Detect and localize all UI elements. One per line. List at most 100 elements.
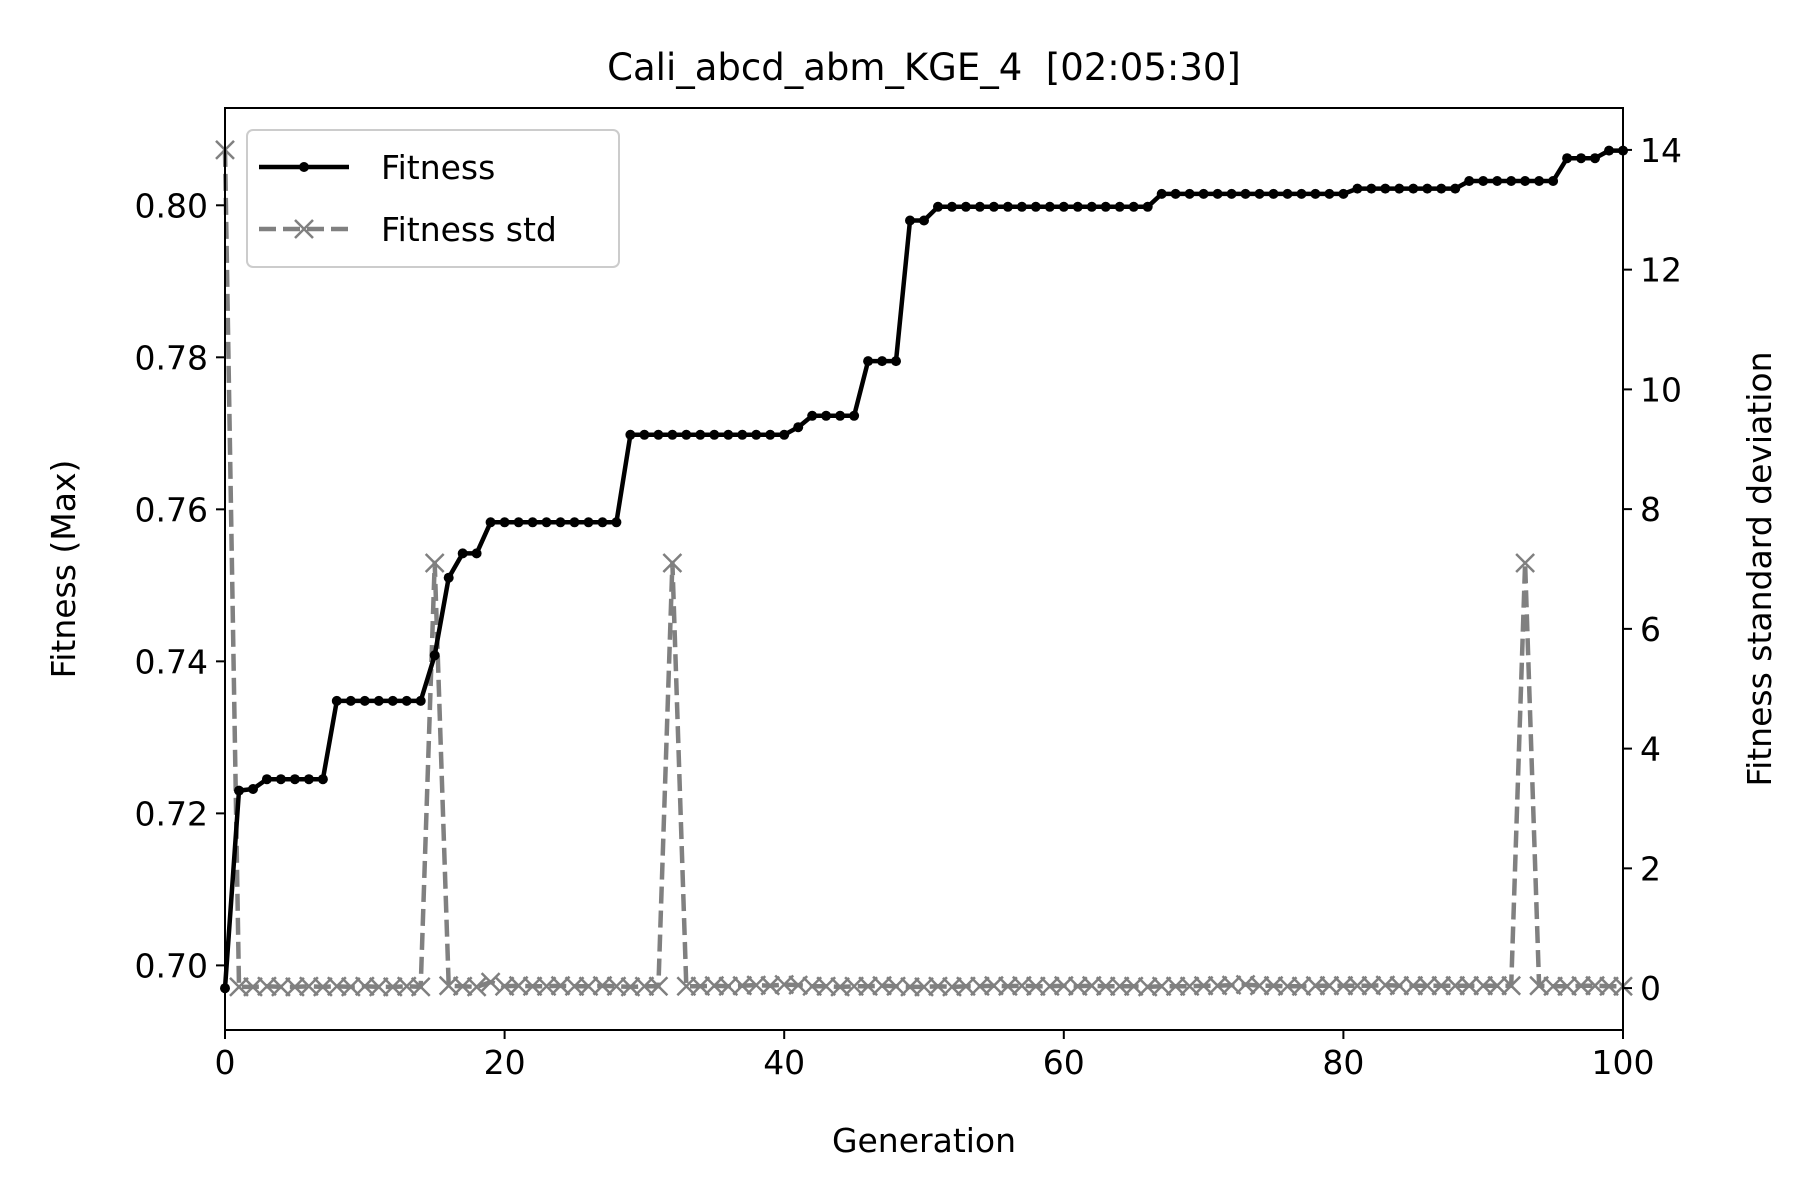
- fitness-std-point: [662, 553, 683, 573]
- fitness-point: [443, 572, 454, 583]
- x-tick-label: 80: [1322, 1043, 1364, 1082]
- fitness-point: [387, 695, 398, 706]
- fitness-std-point: [1389, 975, 1410, 996]
- fitness-point: [1450, 183, 1461, 194]
- y-tick-label: 0.78: [135, 338, 208, 377]
- fitness-point: [1548, 176, 1559, 186]
- fitness-point: [751, 429, 762, 440]
- fitness-std-point: [522, 976, 543, 997]
- fitness-std-point: [1459, 975, 1480, 996]
- fitness-std-point: [1431, 975, 1452, 996]
- fitness-std-point: [1193, 975, 1214, 996]
- fitness-point: [1100, 201, 1111, 212]
- fitness-point: [401, 695, 412, 706]
- fitness-point: [1604, 145, 1614, 156]
- fitness-std-point: [634, 976, 655, 997]
- x-tick-label: 40: [763, 1043, 805, 1082]
- fitness-point: [1226, 188, 1237, 199]
- fitness-point: [261, 774, 272, 785]
- fitness-std-point: [229, 977, 249, 997]
- fitness-point: [974, 201, 985, 212]
- fitness-point: [611, 517, 622, 528]
- fitness-std-point: [1543, 976, 1563, 997]
- fitness-point: [765, 429, 776, 440]
- fitness-std-point: [1095, 976, 1116, 997]
- y2-tick-label: 0: [1640, 969, 1661, 1008]
- y2-axis-label: Fitness standard deviation: [1740, 351, 1779, 786]
- fitness-std-point: [1025, 976, 1046, 997]
- fitness-point: [625, 429, 636, 440]
- fitness-point: [1114, 201, 1125, 212]
- fitness-point: [1030, 201, 1041, 212]
- fitness-std-point: [1599, 976, 1619, 997]
- fitness-point: [1002, 201, 1013, 212]
- fitness-point: [1422, 183, 1433, 194]
- fitness-point: [359, 695, 370, 706]
- fitness-std-point: [564, 976, 585, 997]
- fitness-std-point: [1249, 975, 1270, 996]
- fitness-point: [1282, 188, 1293, 199]
- fitness-std-point: [1445, 975, 1466, 996]
- fitness-point: [1464, 176, 1475, 186]
- fitness-point: [779, 429, 790, 440]
- fitness-std-point: [424, 553, 445, 573]
- y-tick-label: 0.80: [135, 186, 208, 225]
- fitness-point: [1576, 153, 1587, 164]
- fitness-std-point: [271, 977, 291, 997]
- fitness-std-point: [1165, 976, 1186, 997]
- fitness-point: [1562, 153, 1573, 164]
- fitness-point: [1212, 188, 1223, 199]
- x-tick-label: 0: [215, 1043, 236, 1082]
- fitness-point: [877, 356, 888, 367]
- fitness-point: [667, 429, 678, 440]
- fitness-point: [289, 774, 300, 785]
- fitness-point: [415, 695, 426, 706]
- fitness-std-point: [1473, 975, 1494, 996]
- fitness-std-point: [1501, 975, 1522, 996]
- x-axis-label: Generation: [832, 1121, 1016, 1160]
- fitness-point: [1058, 201, 1069, 212]
- fitness-point: [1170, 188, 1181, 199]
- fitness-std-point: [648, 976, 669, 997]
- legend-std-label: Fitness std: [381, 210, 557, 249]
- legend: Fitness Fitness std: [246, 129, 620, 268]
- fitness-point: [583, 517, 594, 528]
- fitness-point: [373, 695, 384, 706]
- fitness-point: [317, 774, 328, 785]
- fitness-point: [1310, 188, 1321, 199]
- fitness-std-point: [676, 976, 697, 997]
- y2-tick-label: 14: [1640, 131, 1682, 170]
- fitness-std-point: [1515, 553, 1536, 573]
- fitness-point: [835, 410, 846, 421]
- fitness-point: [1590, 153, 1600, 164]
- fitness-std-point: [1333, 975, 1354, 996]
- fitness-point: [303, 774, 314, 785]
- fitness-point: [807, 410, 818, 421]
- fitness-point: [933, 201, 943, 212]
- y2-tick-label: 2: [1640, 849, 1661, 888]
- y2-tick-label: 12: [1640, 251, 1682, 290]
- fitness-point: [1534, 176, 1545, 186]
- fitness-point: [541, 517, 552, 528]
- fitness-std-point: [1109, 976, 1130, 997]
- fitness-point: [653, 429, 664, 440]
- fitness-std-point: [1403, 975, 1424, 996]
- fitness-point: [863, 356, 874, 367]
- fitness-point: [1156, 188, 1167, 199]
- y-axis-label: Fitness (Max): [44, 460, 83, 679]
- fitness-point: [1380, 183, 1391, 194]
- fitness-point: [345, 695, 356, 706]
- fitness-std-point: [802, 976, 823, 997]
- fitness-point: [1268, 188, 1279, 199]
- fitness-point: [1492, 176, 1503, 186]
- x-tick-label: 100: [1592, 1043, 1655, 1082]
- fitness-point: [275, 774, 286, 785]
- y2-tick-label: 4: [1640, 730, 1661, 769]
- fitness-point: [597, 517, 608, 528]
- fitness-point: [513, 517, 524, 528]
- y2-tick-label: 10: [1640, 370, 1682, 409]
- fitness-std-point: [1305, 975, 1326, 996]
- fitness-point: [891, 356, 901, 367]
- y2-tick-label: 8: [1640, 490, 1661, 529]
